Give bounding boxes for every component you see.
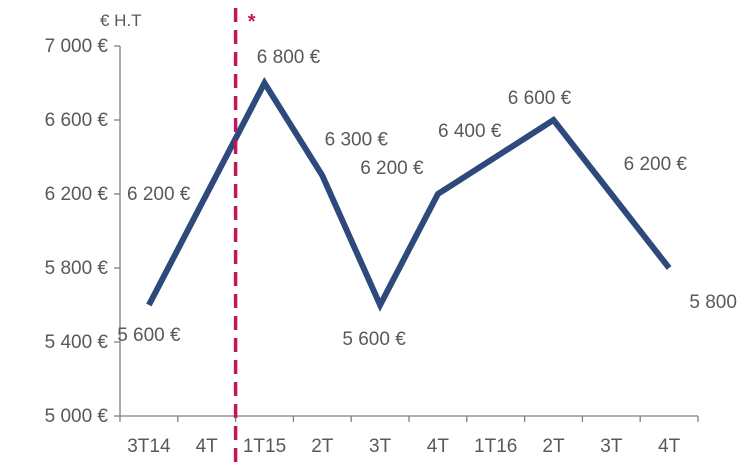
data-label: 5 600 € (342, 329, 406, 350)
x-tick-label: 4T (658, 436, 681, 457)
y-tick-label: 5 400 € (45, 332, 109, 353)
marker-asterisk: * (248, 11, 256, 33)
data-label: 5 600 € (117, 325, 181, 346)
data-label: 6 200 € (624, 154, 688, 175)
y-axis-label: € H.T (100, 11, 142, 30)
x-tick-label: 1T15 (243, 436, 286, 457)
x-tick-label: 4T (196, 436, 219, 457)
y-tick-label: 5 000 € (45, 406, 109, 427)
data-labels: 5 600 € 6 200 € 6 800 € 6 300 € 5 600 € 6 200… (117, 47, 742, 350)
x-tick-label: 3T14 (127, 436, 171, 457)
x-axis: 3T14 4T 1T15 2T 3T 4T 1T16 2T 3T 4T (119, 415, 699, 457)
data-label: 6 200 € (360, 158, 424, 179)
x-tick-label: 1T16 (474, 436, 517, 457)
x-tick-label: 3T (369, 436, 392, 457)
data-label: 6 300 € (325, 130, 389, 151)
data-label: 6 400 € (438, 121, 502, 142)
x-tick-label: 2T (542, 436, 565, 457)
x-tick-label: 2T (311, 436, 334, 457)
series-group (146, 76, 672, 312)
y-tick-label: 5 800 € (45, 258, 109, 279)
x-tick-label: 4T (427, 436, 450, 457)
x-tick-label: 3T (600, 436, 623, 457)
data-label: 6 200 € (127, 184, 191, 205)
data-label: 6 600 € (508, 88, 572, 109)
period-marker: * (233, 8, 256, 464)
y-tick-label: 7 000 € (45, 36, 109, 57)
series-line (146, 76, 672, 312)
y-axis: 5 000 € 5 400 € 5 800 € 6 200 € 6 600 € 7 000… (45, 36, 121, 427)
y-tick-label: 6 600 € (45, 110, 109, 131)
y-tick-label: 6 200 € (45, 184, 109, 205)
data-label: 6 800 € (257, 47, 321, 68)
data-label: 5 800 € (689, 292, 742, 313)
